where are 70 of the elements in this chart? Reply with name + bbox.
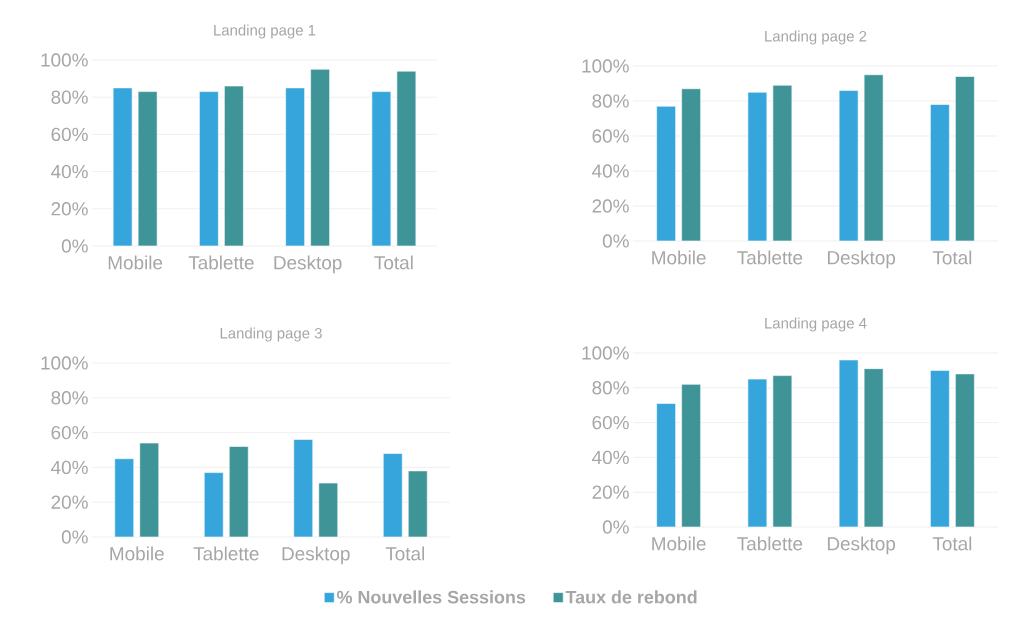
x-tick-label: Desktop xyxy=(827,250,896,269)
y-tick-label: 20% xyxy=(592,199,629,213)
chart-title: Landing page 1 xyxy=(214,24,316,39)
bar xyxy=(955,76,975,242)
y-tick-label: 60% xyxy=(51,127,88,142)
x-tick-label: Tablette xyxy=(737,250,803,265)
y-tick-label: 80% xyxy=(592,94,629,108)
chart-title: Landing page 3 xyxy=(220,327,322,342)
y-tick-label: 0% xyxy=(61,239,88,253)
y-tick-label: 80% xyxy=(51,90,88,104)
y-tick-label: 100% xyxy=(582,59,629,73)
chart-title: Landing page 2 xyxy=(765,30,867,45)
legend-label: Taux de rebond xyxy=(565,590,697,604)
x-tick-label: Total xyxy=(385,546,424,561)
y-tick-label: 60% xyxy=(51,425,88,440)
x-tick-label: Total xyxy=(374,255,413,270)
y-tick-label: 100% xyxy=(41,53,88,67)
bar xyxy=(407,470,428,538)
legend-label: % Nouvelles Sessions xyxy=(337,590,526,604)
y-tick-label: 100% xyxy=(582,346,629,360)
y-tick-label: 0% xyxy=(602,520,629,534)
bar xyxy=(228,446,249,538)
x-tick-label: Total xyxy=(932,536,972,551)
y-tick-label: 0% xyxy=(61,530,88,544)
x-tick-label: Desktop xyxy=(274,255,342,274)
bar xyxy=(681,88,701,242)
bar xyxy=(838,90,859,242)
bar xyxy=(139,442,160,538)
x-tick-label: Tablette xyxy=(737,536,803,551)
x-tick-label: Tablette xyxy=(188,255,254,270)
bar xyxy=(656,403,676,528)
y-tick-label: 60% xyxy=(592,415,629,430)
x-tick-label: Desktop xyxy=(827,536,896,555)
y-tick-label: 40% xyxy=(592,450,629,465)
y-tick-label: 0% xyxy=(602,234,629,248)
x-tick-label: Mobile xyxy=(110,546,164,561)
bar xyxy=(318,482,339,538)
y-tick-label: 20% xyxy=(51,495,88,509)
x-tick-label: Mobile xyxy=(652,536,706,551)
bar xyxy=(382,453,403,538)
y-tick-label: 20% xyxy=(51,202,88,216)
bar xyxy=(681,384,701,528)
x-tick-label: Desktop xyxy=(282,546,350,565)
bar xyxy=(772,84,793,242)
bar xyxy=(293,439,314,538)
x-tick-label: Mobile xyxy=(652,250,706,265)
y-tick-label: 40% xyxy=(51,460,88,475)
bar xyxy=(772,375,793,528)
bar xyxy=(930,104,950,242)
bar xyxy=(747,378,768,528)
bar xyxy=(838,359,859,528)
bar xyxy=(863,74,884,242)
bar xyxy=(747,91,768,242)
y-tick-label: 80% xyxy=(592,381,629,395)
bar xyxy=(656,105,676,242)
y-tick-label: 60% xyxy=(592,129,629,143)
x-tick-label: Mobile xyxy=(108,255,163,270)
y-tick-label: 40% xyxy=(51,164,88,179)
bar xyxy=(930,370,950,528)
y-tick-label: 40% xyxy=(592,164,629,178)
bar xyxy=(955,373,975,528)
bar xyxy=(203,472,224,538)
x-tick-label: Tablette xyxy=(193,546,259,561)
bar xyxy=(114,458,135,538)
bar xyxy=(863,368,884,528)
y-tick-label: 80% xyxy=(51,391,88,405)
x-tick-label: Total xyxy=(932,250,972,265)
y-tick-label: 20% xyxy=(592,485,629,499)
chart-title: Landing page 4 xyxy=(765,317,867,332)
y-tick-label: 100% xyxy=(41,356,88,370)
